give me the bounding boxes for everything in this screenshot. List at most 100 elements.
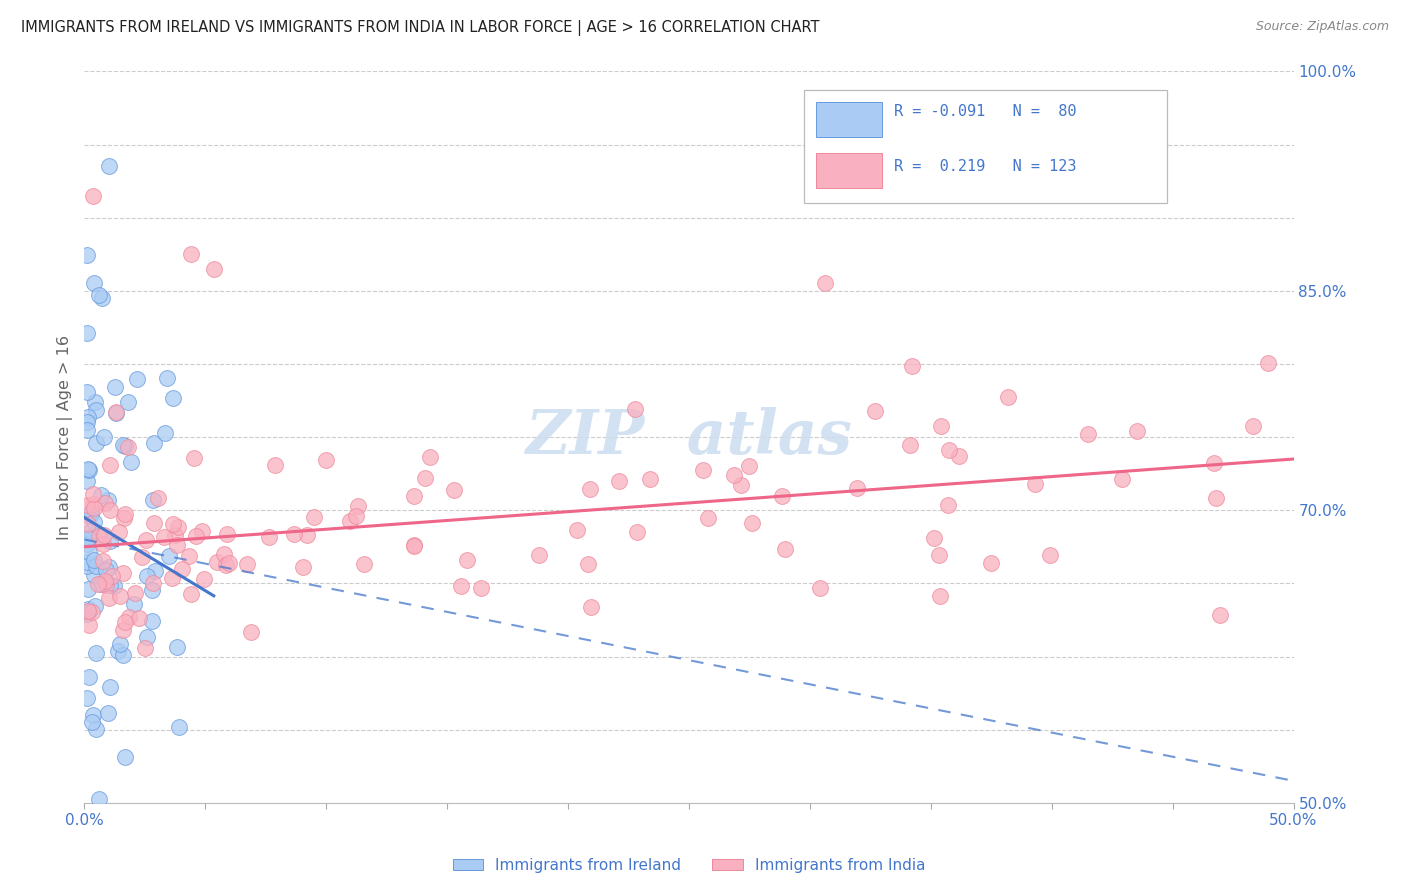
Point	[82, 708, 104, 723]
Point	[814, 277, 837, 291]
FancyBboxPatch shape	[804, 90, 1167, 203]
Point	[264, 458, 287, 473]
Point	[114, 439, 136, 453]
Point	[283, 527, 305, 541]
Point	[143, 564, 166, 578]
Point	[107, 644, 129, 658]
Point	[84, 395, 107, 409]
Point	[83, 277, 105, 291]
Point	[98, 533, 121, 548]
Point	[936, 499, 959, 513]
Point	[76, 423, 98, 437]
Point	[94, 578, 117, 592]
Point	[89, 792, 111, 806]
Point	[84, 646, 107, 660]
Point	[135, 631, 157, 645]
Point	[141, 614, 163, 628]
Point	[77, 604, 100, 618]
Point	[83, 552, 105, 566]
Point	[404, 538, 426, 552]
Point	[218, 556, 240, 570]
Point	[136, 568, 159, 582]
Point	[741, 516, 763, 530]
Point	[808, 581, 831, 595]
Point	[236, 557, 259, 571]
Point	[80, 532, 103, 546]
Point	[938, 442, 960, 457]
Point	[93, 495, 115, 509]
Point	[77, 517, 100, 532]
Point	[165, 528, 187, 542]
Point	[82, 605, 104, 619]
Point	[84, 403, 107, 417]
Point	[567, 523, 589, 537]
Point	[863, 404, 886, 418]
Point	[578, 557, 600, 571]
Point	[97, 706, 120, 721]
Point	[162, 516, 184, 531]
Point	[84, 436, 107, 450]
Point	[97, 493, 120, 508]
Point	[76, 508, 98, 523]
Point	[93, 430, 115, 444]
Point	[450, 579, 472, 593]
Point	[83, 568, 105, 582]
Point	[179, 549, 201, 564]
Point	[624, 402, 647, 417]
Point	[80, 505, 103, 519]
Point	[1077, 427, 1099, 442]
Point	[142, 493, 165, 508]
Point	[100, 680, 122, 694]
Point	[108, 637, 131, 651]
Point	[202, 261, 225, 276]
Point	[924, 531, 946, 545]
Point	[90, 488, 112, 502]
Point	[89, 287, 111, 301]
Point	[626, 525, 648, 540]
Point	[77, 531, 100, 545]
Point	[111, 566, 134, 580]
Text: R = -0.091   N =  80: R = -0.091 N = 80	[894, 104, 1077, 120]
Point	[83, 501, 105, 516]
Point	[80, 714, 103, 729]
Point	[94, 574, 117, 588]
Point	[419, 450, 441, 465]
Text: IMMIGRANTS FROM IRELAND VS IMMIGRANTS FROM INDIA IN LABOR FORCE | AGE > 16 CORRE: IMMIGRANTS FROM IRELAND VS IMMIGRANTS FR…	[21, 20, 820, 36]
Point	[1209, 608, 1232, 623]
Point	[143, 516, 166, 531]
Point	[152, 531, 174, 545]
Point	[111, 438, 134, 452]
Point	[846, 481, 869, 495]
Point	[82, 188, 104, 202]
Point	[160, 571, 183, 585]
Point	[172, 561, 194, 575]
Point	[94, 576, 117, 591]
Point	[347, 500, 370, 514]
Point	[997, 390, 1019, 404]
Legend: Immigrants from Ireland, Immigrants from India: Immigrants from Ireland, Immigrants from…	[447, 852, 931, 880]
Point	[76, 582, 98, 596]
Y-axis label: In Labor Force | Age > 16: In Labor Force | Age > 16	[58, 334, 73, 540]
Point	[190, 524, 212, 539]
Point	[94, 563, 117, 577]
Point	[76, 498, 98, 512]
Point	[153, 426, 176, 441]
Point	[98, 591, 121, 606]
Point	[217, 527, 239, 541]
Point	[76, 559, 98, 574]
Point	[1205, 491, 1227, 506]
Point	[775, 542, 797, 557]
Point	[104, 380, 127, 394]
Point	[183, 450, 205, 465]
Point	[1024, 477, 1046, 491]
Point	[79, 463, 101, 477]
Point	[131, 550, 153, 565]
Point	[302, 509, 325, 524]
Point	[82, 487, 104, 501]
Point	[84, 559, 107, 574]
Point	[111, 623, 134, 637]
Point	[205, 555, 228, 569]
Point	[83, 516, 105, 530]
Point	[315, 453, 337, 467]
Point	[156, 370, 179, 384]
